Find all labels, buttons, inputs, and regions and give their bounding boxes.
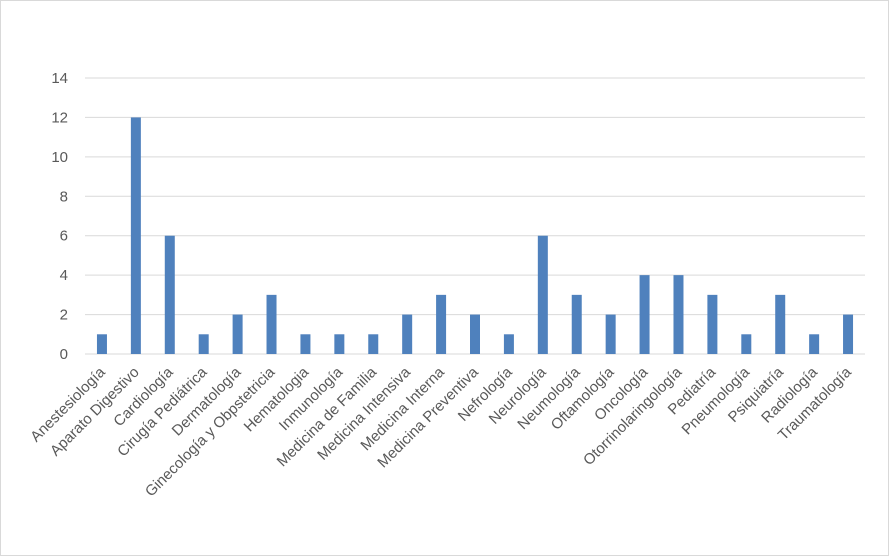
bar bbox=[266, 294, 277, 354]
bar bbox=[673, 275, 684, 354]
bar bbox=[503, 334, 514, 354]
y-tick-label: 8 bbox=[60, 188, 68, 205]
y-axis-tick-labels: 0 2 4 6 8 10 12 14 bbox=[51, 70, 68, 363]
bar bbox=[198, 334, 209, 354]
bar bbox=[809, 334, 820, 354]
gridlines bbox=[85, 77, 865, 355]
bar bbox=[707, 294, 718, 354]
bar bbox=[96, 334, 107, 354]
y-tick-label: 14 bbox=[51, 70, 68, 87]
bar bbox=[130, 117, 141, 354]
bar bbox=[232, 314, 243, 354]
bar bbox=[537, 235, 548, 354]
bar bbox=[470, 314, 480, 354]
bar bbox=[300, 334, 311, 354]
y-tick-label: 4 bbox=[60, 267, 68, 284]
bar bbox=[402, 314, 413, 354]
bar bbox=[436, 294, 447, 354]
bar bbox=[334, 334, 345, 354]
bar bbox=[605, 314, 616, 354]
bar bbox=[741, 334, 752, 354]
bar bbox=[843, 314, 854, 354]
y-tick-label: 2 bbox=[60, 307, 68, 324]
y-tick-label: 10 bbox=[51, 149, 68, 166]
y-tick-label: 6 bbox=[60, 228, 68, 245]
bar bbox=[571, 294, 582, 354]
bar bbox=[639, 275, 650, 354]
bars bbox=[96, 117, 854, 354]
bar bbox=[368, 334, 379, 354]
y-tick-label: 0 bbox=[60, 346, 68, 363]
bar bbox=[775, 294, 786, 354]
bar bbox=[164, 235, 175, 354]
y-tick-label: 12 bbox=[51, 109, 68, 126]
